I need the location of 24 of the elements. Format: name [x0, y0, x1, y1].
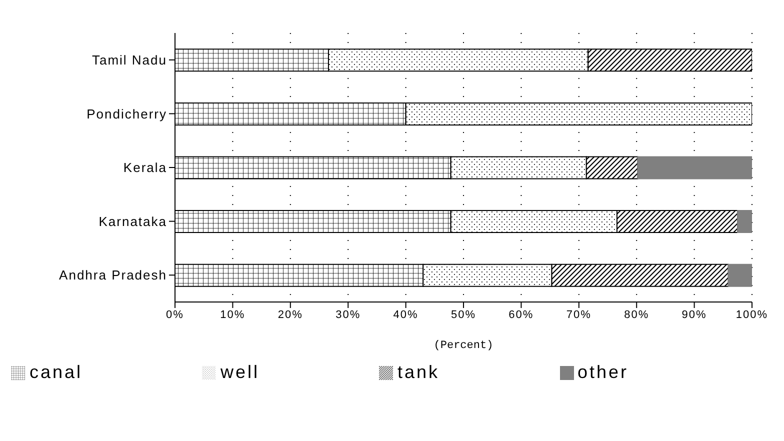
legend-label: well [220, 362, 260, 382]
x-tick-label: 0% [166, 308, 184, 321]
x-tick-label: 10% [220, 308, 246, 321]
legend-label: tank [397, 362, 440, 382]
x-tick-label: 90% [682, 308, 707, 321]
y-tick-label: Karnataka [98, 214, 167, 229]
bar [728, 264, 752, 287]
x-tick-label: 30% [336, 308, 361, 321]
x-tick-label: 50% [450, 308, 476, 321]
x-tick-label: 70% [566, 308, 592, 321]
x-tick-label: 40% [393, 308, 418, 321]
y-tick-label: Tamil Nadu [92, 52, 167, 68]
y-tick-label: Andhra Pradesh [59, 268, 167, 283]
y-tick-label: Kerala [123, 160, 167, 176]
x-tick-label: 80% [624, 308, 650, 321]
legend-label: other [578, 362, 629, 382]
x-tick-label: 100% [736, 308, 768, 321]
x-tick-label: 20% [278, 308, 303, 321]
y-tick-label: Pondicherry [86, 106, 167, 122]
x-axis-title: (Percent) [434, 340, 494, 352]
bar [637, 156, 752, 180]
x-tick-label: 60% [508, 308, 534, 321]
bar [737, 210, 752, 234]
legend-label: canal [29, 362, 82, 382]
